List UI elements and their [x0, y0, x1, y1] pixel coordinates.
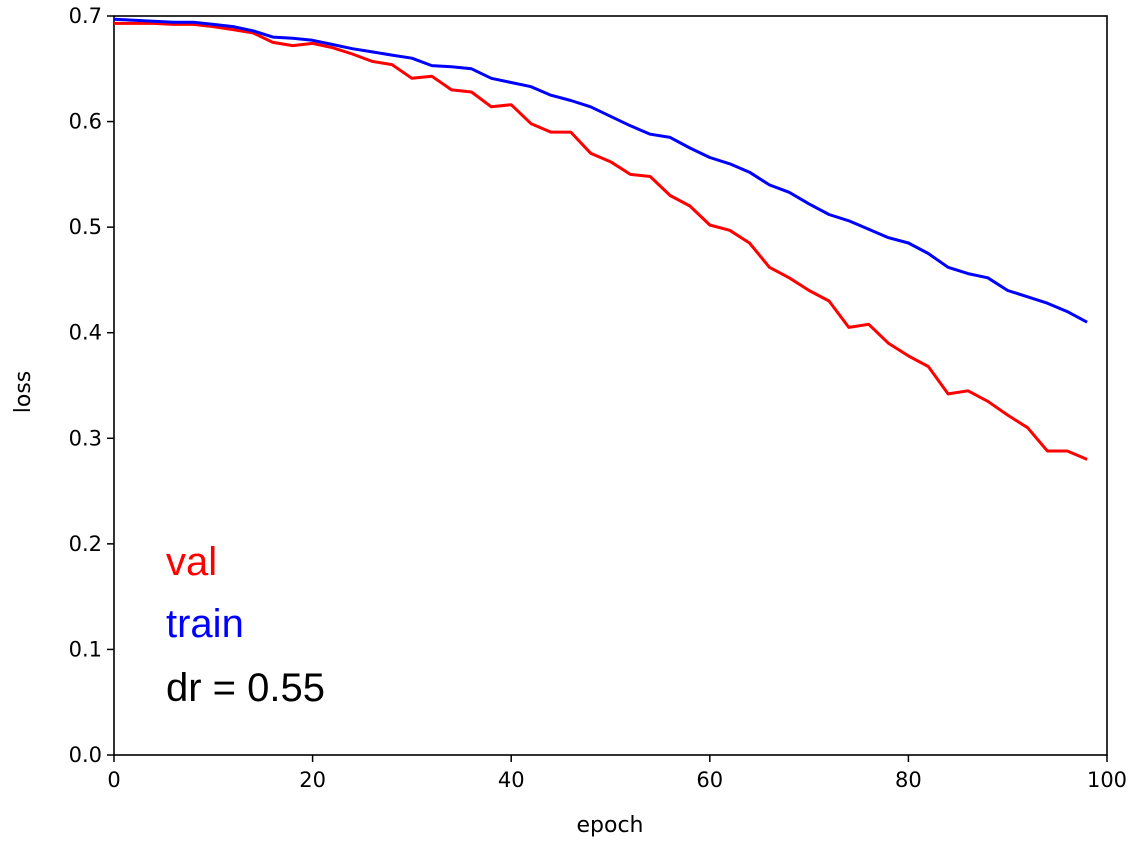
y-tick-label: 0.7	[69, 4, 102, 28]
x-axis: 0 20 40 60 80 100	[107, 755, 1127, 792]
y-axis: 0.0 0.1 0.2 0.3 0.4 0.5 0.6 0.7	[69, 4, 114, 767]
y-tick-label: 0.1	[69, 637, 102, 661]
x-tick-label: 40	[498, 768, 525, 792]
series-layer	[113, 17, 1088, 461]
x-tick-label: 80	[895, 768, 922, 792]
y-tick-label: 0.6	[69, 110, 102, 134]
y-tick-label: 0.0	[69, 743, 102, 767]
train-series-line	[113, 17, 1088, 324]
y-tick-label: 0.3	[69, 426, 102, 450]
y-tick-label: 0.4	[69, 321, 102, 345]
y-tick-label: 0.2	[69, 532, 102, 556]
x-tick-label: 60	[696, 768, 723, 792]
x-tick-label: 0	[107, 768, 120, 792]
y-tick-label: 0.5	[69, 215, 102, 239]
x-tick-label: 100	[1087, 768, 1127, 792]
y-axis-label: loss	[11, 371, 36, 414]
val-annotation: val	[166, 540, 217, 584]
val-series-line	[114, 21, 1088, 461]
x-axis-label: epoch	[577, 813, 644, 838]
x-tick-label: 20	[299, 768, 326, 792]
dropout-rate-annotation: dr = 0.55	[166, 666, 325, 710]
plot-area	[113, 15, 1108, 756]
train-annotation: train	[166, 602, 244, 646]
